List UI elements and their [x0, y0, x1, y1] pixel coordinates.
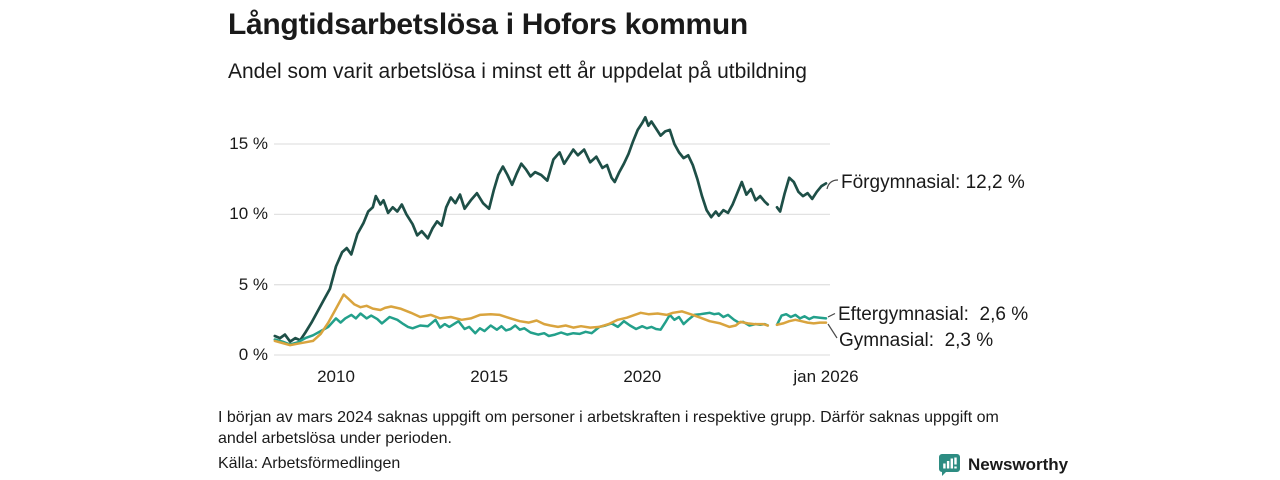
chart-title: Långtidsarbetslösa i Hofors kommun: [228, 8, 748, 41]
x-tick-label: 2010: [317, 367, 355, 386]
x-tick-label: 2020: [623, 367, 662, 386]
series-end-label-eftergymnasial: Eftergymnasial: 2,6 %: [838, 304, 1029, 325]
footnote-line-1: I början av mars 2024 saknas uppgift om …: [218, 409, 999, 426]
newsworthy-icon: [938, 453, 961, 476]
series-line-förgymnasial: [273, 115, 770, 343]
x-tick-label: 2015: [470, 367, 509, 386]
source-text: Källa: Arbetsförmedlingen: [218, 455, 401, 472]
brand-logo: Newsworthy: [938, 453, 1068, 476]
chart-subtitle: Andel som varit arbetslösa i minst ett å…: [228, 60, 807, 83]
y-tick-label: 15 %: [229, 134, 268, 153]
series-line-gymnasial: [775, 318, 828, 327]
series-end-label-förgymnasial: Förgymnasial: 12,2 %: [841, 172, 1025, 193]
connector-eftergymnasial: [827, 312, 836, 318]
series-line-gymnasial: [273, 293, 770, 347]
y-tick-label: 5 %: [238, 274, 268, 294]
brand-name: Newsworthy: [968, 454, 1069, 474]
y-tick-label: 0 %: [238, 345, 268, 364]
footnote-line-2: andel arbetslösa under perioden.: [218, 430, 452, 447]
y-tick-label: 10 %: [229, 204, 268, 224]
x-tick-label: jan 2026: [793, 367, 859, 386]
series-end-label-gymnasial: Gymnasial: 2,3 %: [839, 330, 994, 351]
series-line-eftergymnasial: [775, 312, 828, 327]
connector-forgymnasial: [826, 179, 839, 190]
series-line-eftergymnasial: [273, 311, 770, 346]
footnote: I början av mars 2024 saknas uppgift om …: [218, 407, 1078, 449]
connector-gymnasial: [827, 323, 838, 339]
series-line-förgymnasial: [775, 176, 828, 213]
